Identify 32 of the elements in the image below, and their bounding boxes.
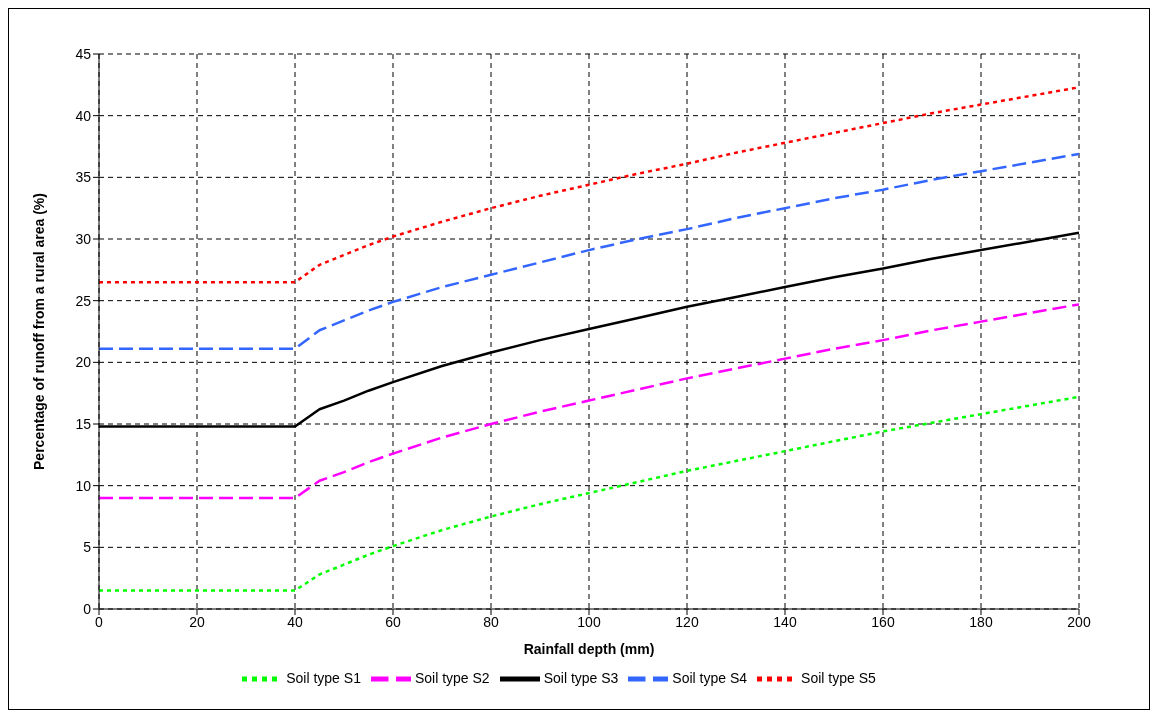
y-tick-label: 0 (83, 600, 92, 617)
line-series (99, 152, 1079, 351)
y-tick-label: 40 (75, 107, 92, 124)
y-tick-label: 25 (75, 292, 92, 309)
x-tick-label: 200 (1067, 613, 1091, 630)
x-tick-label: 180 (969, 613, 993, 630)
x-axis-title: Rainfall depth (mm) (523, 641, 655, 657)
line-series (99, 395, 1079, 592)
x-tick-label: 40 (287, 613, 303, 630)
x-tick-label: 60 (385, 613, 401, 630)
legend-label: Soil type S3 (543, 669, 619, 686)
y-tick-label: 15 (75, 415, 92, 432)
x-tick-label: 140 (773, 613, 797, 630)
x-tick-label: 120 (675, 613, 699, 630)
y-tick-label: 30 (75, 230, 92, 247)
y-tick-label: 45 (75, 45, 92, 62)
x-tick-label: 0 (95, 613, 104, 630)
y-tick-label: 10 (75, 477, 92, 494)
x-tick-label: 100 (577, 613, 601, 630)
line-series (99, 86, 1079, 284)
y-tick-label: 20 (75, 354, 92, 371)
y-tick-label: 5 (83, 539, 92, 556)
legend-label: Soil type S4 (672, 669, 748, 686)
x-tick-label: 160 (871, 613, 895, 630)
y-tick-label: 35 (75, 169, 92, 186)
legend-label: Soil type S5 (801, 669, 876, 686)
legend-label: Soil type S1 (286, 669, 361, 686)
x-tick-label: 20 (189, 613, 205, 630)
y-axis-title: Percentage of runoff from a rural area (%) (30, 193, 47, 470)
line-series (99, 303, 1079, 500)
legend-label: Soil type S2 (414, 669, 490, 686)
x-tick-label: 80 (483, 613, 499, 630)
